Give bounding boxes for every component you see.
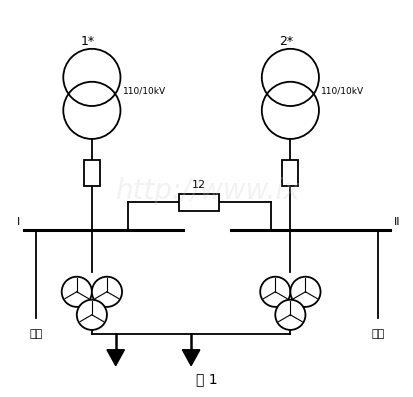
Text: http://www.ix: http://www.ix — [114, 177, 299, 204]
Bar — [282, 160, 298, 186]
Circle shape — [290, 277, 320, 307]
Text: 12: 12 — [192, 179, 206, 190]
Text: II: II — [393, 217, 399, 227]
Circle shape — [92, 277, 122, 307]
Polygon shape — [107, 350, 124, 366]
Text: 110/10kV: 110/10kV — [320, 87, 363, 96]
Text: 图 1: 图 1 — [196, 372, 217, 386]
Bar — [84, 160, 100, 186]
Text: 2*: 2* — [279, 35, 293, 48]
Circle shape — [76, 300, 107, 330]
Polygon shape — [182, 350, 199, 366]
Text: 电缆: 电缆 — [370, 330, 383, 339]
Circle shape — [275, 300, 305, 330]
Text: 电缆: 电缆 — [30, 330, 43, 339]
Circle shape — [259, 277, 290, 307]
Text: I: I — [17, 217, 20, 227]
Text: 110/10kV: 110/10kV — [123, 87, 166, 96]
Bar — [179, 194, 218, 211]
Text: 1*: 1* — [81, 35, 95, 48]
Circle shape — [62, 277, 92, 307]
